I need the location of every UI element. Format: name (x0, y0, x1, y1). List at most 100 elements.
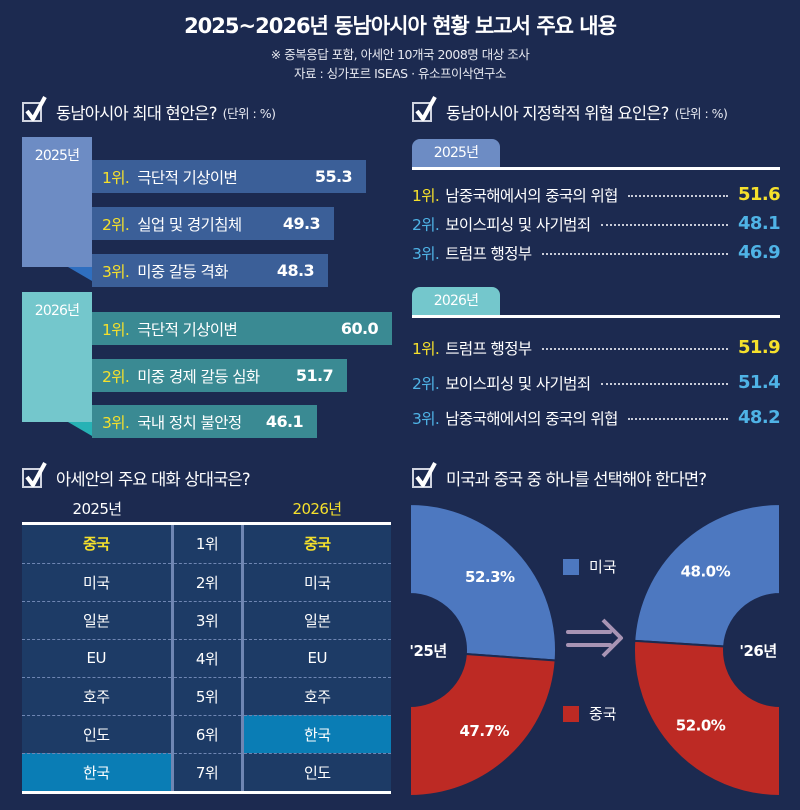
rank-number: 2위. (412, 374, 440, 393)
cell-rank: 4위 (170, 638, 244, 677)
donut-segment-2026-china (633, 639, 781, 798)
issue-value: 46.1 (265, 412, 304, 431)
col-header-2025: 2025년 (72, 500, 123, 518)
rank-number: 1위. (102, 168, 130, 187)
choice-title: 미국과 중국 중 하나를 선택해야 한다면? (446, 470, 707, 489)
threat-value: 46.9 (737, 242, 781, 263)
cell-2026: 호주 (242, 676, 391, 715)
issue-2026-item-3: 3위. 국내 정치 불안정 46.1 (92, 405, 317, 438)
checkbox-icon (412, 96, 437, 122)
table-bottom-rule (22, 791, 391, 794)
issue-value: 49.3 (282, 214, 321, 233)
divider (412, 167, 780, 170)
table-row: 일본 3위 일본 (22, 600, 391, 639)
table-row: 호주 5위 호주 (22, 676, 391, 715)
cell-2026: EU (242, 638, 391, 677)
threat-label: 트럼프 행정부 (445, 339, 532, 358)
rank-number: 3위. (102, 413, 130, 432)
issue-label: 미중 갈등 격화 (137, 262, 228, 281)
rank-number: 2위. (102, 367, 130, 386)
cell-2026: 일본 (242, 600, 391, 639)
cell-rank: 6위 (170, 714, 244, 753)
table-row: EU 4위 EU (22, 638, 391, 677)
cell-2025: EU (22, 638, 172, 677)
issue-2025-item-2: 2위. 실업 및 경기침체 49.3 (92, 207, 334, 240)
rank-number: 1위. (412, 339, 440, 358)
cell-2025: 인도 (22, 714, 172, 753)
threats-2026-block: 2026년 1위. 트럼프 행정부 51.9 2위. 보이스피싱 및 사기범죄 … (412, 287, 781, 435)
dotted-leader (541, 347, 728, 350)
donut-segment-2025-usa (409, 502, 557, 662)
issues-unit: (단위 : %) (222, 105, 276, 121)
table-row: 중국 1위 중국 (22, 525, 391, 563)
issue-label: 실업 및 경기침체 (137, 215, 242, 234)
donut-value-label: 48.0% (681, 563, 731, 581)
dotted-leader (600, 223, 728, 226)
partners-title: 아세안의 주요 대화 상대국은? (56, 470, 251, 489)
threat-2025-item-3: 3위. 트럼프 행정부 46.9 (412, 238, 781, 267)
cell-2025: 미국 (22, 562, 172, 601)
threat-value: 51.9 (737, 337, 781, 358)
threat-label: 보이스피싱 및 사기범죄 (445, 215, 591, 234)
table-row: 인도 6위 한국 (22, 714, 391, 753)
rank-number: 1위. (412, 186, 440, 205)
legend-label-china: 중국 (589, 705, 617, 723)
rank-number: 3위. (412, 244, 440, 263)
cell-rank: 5위 (170, 676, 244, 715)
issue-2026-item-1: 1위. 극단적 기상이변 60.0 (92, 312, 392, 345)
threat-label: 보이스피싱 및 사기범죄 (445, 374, 591, 393)
double-arrow-right-icon (566, 618, 623, 658)
issues-heading: 동남아시아 최대 현안은? (단위 : %) (22, 96, 276, 124)
rank-number: 1위. (102, 320, 130, 339)
legend-swatch-usa (563, 558, 579, 575)
donut-value-label: 52.3% (465, 568, 515, 586)
issues-2026-tab: 2026년 (22, 292, 92, 422)
donut-value-label: 47.7% (459, 722, 509, 740)
rank-number: 2위. (102, 215, 130, 234)
legend-usa: 미국 (563, 556, 617, 577)
cell-2025: 한국 (22, 752, 172, 791)
threat-value: 48.2 (737, 407, 781, 428)
threat-2025-item-2: 2위. 보이스피싱 및 사기범죄 48.1 (412, 209, 781, 238)
issue-value: 60.0 (340, 319, 379, 338)
threat-label: 남중국해에서의 중국의 위협 (445, 186, 618, 205)
threats-unit: (단위 : %) (674, 105, 728, 121)
dotted-leader (600, 382, 728, 385)
issue-label: 국내 정치 불안정 (137, 413, 242, 432)
checkbox-icon (22, 96, 47, 122)
issue-value: 48.3 (276, 261, 315, 280)
checkbox-icon (22, 462, 47, 488)
survey-note: ※ 중복응답 포함, 아세안 10개국 2008명 대상 조사 (270, 47, 530, 62)
threat-2026-item-2: 2위. 보이스피싱 및 사기범죄 51.4 (412, 365, 781, 400)
ribbon-fold (68, 422, 92, 436)
issue-2025-item-1: 1위. 극단적 기상이변 55.3 (92, 160, 366, 193)
threats-2026-year: 2026년 (412, 287, 500, 315)
donut-year-label: '26년 (739, 642, 776, 660)
issues-title: 동남아시아 최대 현안은? (56, 104, 217, 123)
threat-2026-item-3: 3위. 남중국해에서의 중국의 위협 48.2 (412, 400, 781, 435)
arrow-head (601, 618, 623, 658)
threat-2026-item-1: 1위. 트럼프 행정부 51.9 (412, 330, 781, 365)
rank-number: 3위. (102, 262, 130, 281)
threat-value: 48.1 (737, 213, 781, 234)
threats-2025-year: 2025년 (412, 139, 500, 167)
issues-2025-year: 2025년 (34, 148, 80, 164)
issue-value: 51.7 (295, 366, 334, 385)
donut-segment-2025-china (409, 652, 557, 798)
donut-value-label: 52.0% (676, 717, 726, 735)
cell-rank: 2위 (170, 562, 244, 601)
issue-2026-item-2: 2위. 미중 경제 갈등 심화 51.7 (92, 359, 347, 392)
cell-rank: 7위 (170, 752, 244, 791)
choice-donut-chart: 52.3% 47.7% '25년 48.0% 52.0% '26년 (409, 502, 781, 798)
table-top-rule (22, 522, 391, 525)
cell-2026: 중국 (242, 525, 391, 563)
issue-label: 극단적 기상이변 (137, 168, 238, 187)
page-title: 2025~2026년 동남아시아 현황 보고서 주요 내용 (184, 14, 617, 38)
threats-title: 동남아시아 지정학적 위협 요인은? (446, 104, 669, 123)
threat-2025-item-1: 1위. 남중국해에서의 중국의 위협 51.6 (412, 180, 781, 209)
donut-year-label: '25년 (409, 642, 446, 660)
checkbox-icon (412, 462, 437, 488)
source-note: 자료 : 싱가포르 ISEAS · 유소프이삭연구소 (293, 66, 507, 81)
partners-heading: 아세안의 주요 대화 상대국은? (22, 462, 251, 490)
legend-swatch-china (563, 705, 579, 722)
